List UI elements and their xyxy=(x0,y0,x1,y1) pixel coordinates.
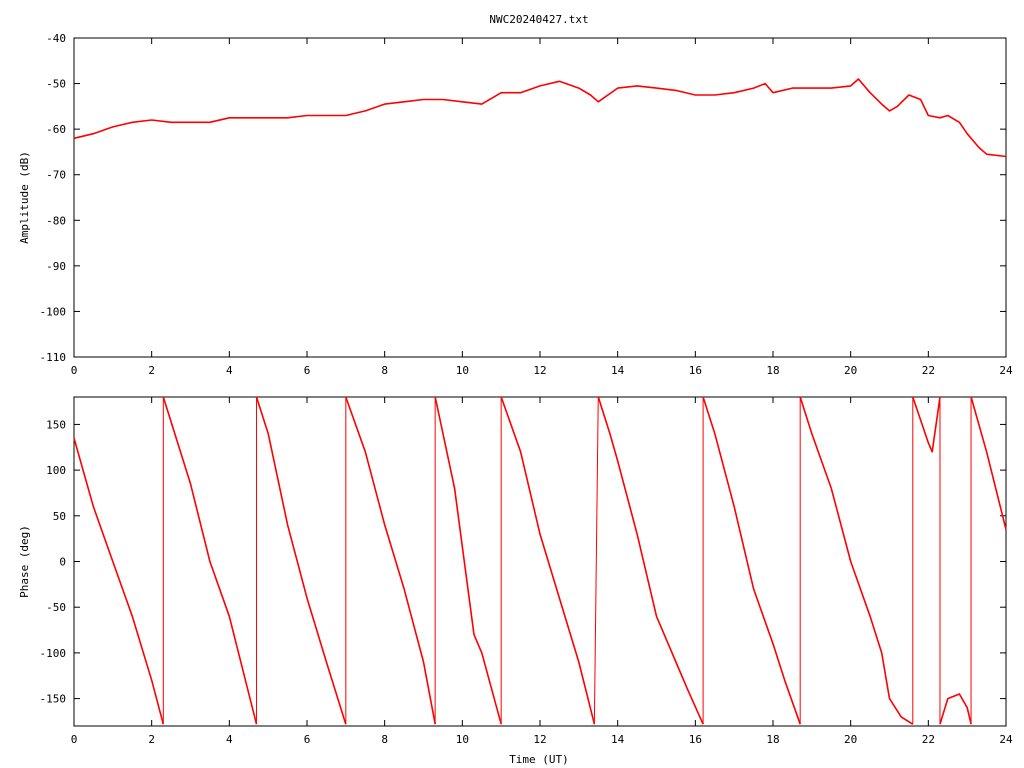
x-tick-label: 24 xyxy=(999,733,1013,746)
y-tick-label: -100 xyxy=(40,305,67,318)
x-tick-label: 12 xyxy=(533,364,546,377)
x-tick-label: 24 xyxy=(999,364,1013,377)
phase-series-segment-1 xyxy=(162,396,258,725)
y-tick-label: -50 xyxy=(46,601,66,614)
y-tick-label: -100 xyxy=(40,647,67,660)
y-tick-label: 50 xyxy=(53,510,66,523)
phase-series-segment-5 xyxy=(500,396,596,725)
amplitude-series-segment-0 xyxy=(73,78,1007,158)
x-tick-label: 2 xyxy=(148,364,155,377)
x-tick-label: 6 xyxy=(304,733,311,746)
phase-series-segment-0 xyxy=(73,437,165,725)
y-axis-title: Phase (deg) xyxy=(18,525,31,598)
phase-series-segment-7 xyxy=(702,396,801,725)
phase-series-segment-9 xyxy=(912,396,941,453)
plot-frame xyxy=(73,396,1007,727)
y-tick-label: -60 xyxy=(46,123,66,136)
y-tick-label: -70 xyxy=(46,169,66,182)
x-tick-label: 0 xyxy=(71,733,78,746)
phase-series-segment-11 xyxy=(970,396,1007,530)
x-tick-label: 12 xyxy=(533,733,546,746)
phase-series-segment-10 xyxy=(939,693,972,725)
x-tick-label: 4 xyxy=(226,364,233,377)
x-tick-label: 4 xyxy=(226,733,233,746)
x-tick-label: 8 xyxy=(381,364,388,377)
amplitude-panel: 0 2 4 6 8 10 12 14 16 18 20 22 24-40-50-60-70-80-90-… xyxy=(18,32,1013,377)
y-tick-label: -90 xyxy=(46,260,66,273)
x-tick-label: 6 xyxy=(304,364,311,377)
phase-wrap-line xyxy=(593,396,599,725)
x-tick-label: 2 xyxy=(148,733,155,746)
x-tick-label: 10 xyxy=(456,733,469,746)
y-tick-label: 0 xyxy=(59,556,66,569)
x-tick-label: 0 xyxy=(71,364,78,377)
x-tick-label: 18 xyxy=(766,364,779,377)
y-axis-title: Amplitude (dB) xyxy=(18,151,31,244)
y-tick-label: -110 xyxy=(40,351,67,364)
y-tick-label: 100 xyxy=(46,464,66,477)
x-tick-label: 16 xyxy=(689,364,702,377)
y-tick-label: 150 xyxy=(46,418,66,431)
phase-series-segment-3 xyxy=(345,396,436,725)
y-tick-label: -50 xyxy=(46,78,66,91)
x-tick-label: 14 xyxy=(611,733,625,746)
y-tick-label: -40 xyxy=(46,32,66,45)
x-tick-label: 18 xyxy=(766,733,779,746)
x-tick-label: 20 xyxy=(844,733,857,746)
chart-title: NWC20240427.txt xyxy=(489,13,588,26)
phase-series-segment-6 xyxy=(597,396,704,725)
x-tick-label: 10 xyxy=(456,364,469,377)
x-tick-label: 14 xyxy=(611,364,625,377)
x-tick-label: 22 xyxy=(922,733,935,746)
phase-series-segment-2 xyxy=(255,396,347,725)
y-tick-label: -150 xyxy=(40,693,67,706)
x-tick-label: 22 xyxy=(922,364,935,377)
x-axis-title: Time (UT) xyxy=(509,753,569,766)
x-tick-label: 16 xyxy=(689,733,702,746)
phase-panel: 0 2 4 6 8 10 12 14 16 18 20 22 24150100500-50-100-15… xyxy=(18,396,1013,766)
phase-series-segment-8 xyxy=(799,396,914,725)
y-tick-label: -80 xyxy=(46,214,66,227)
x-tick-label: 20 xyxy=(844,364,857,377)
phase-series-segment-4 xyxy=(434,396,502,725)
x-tick-label: 8 xyxy=(381,733,388,746)
